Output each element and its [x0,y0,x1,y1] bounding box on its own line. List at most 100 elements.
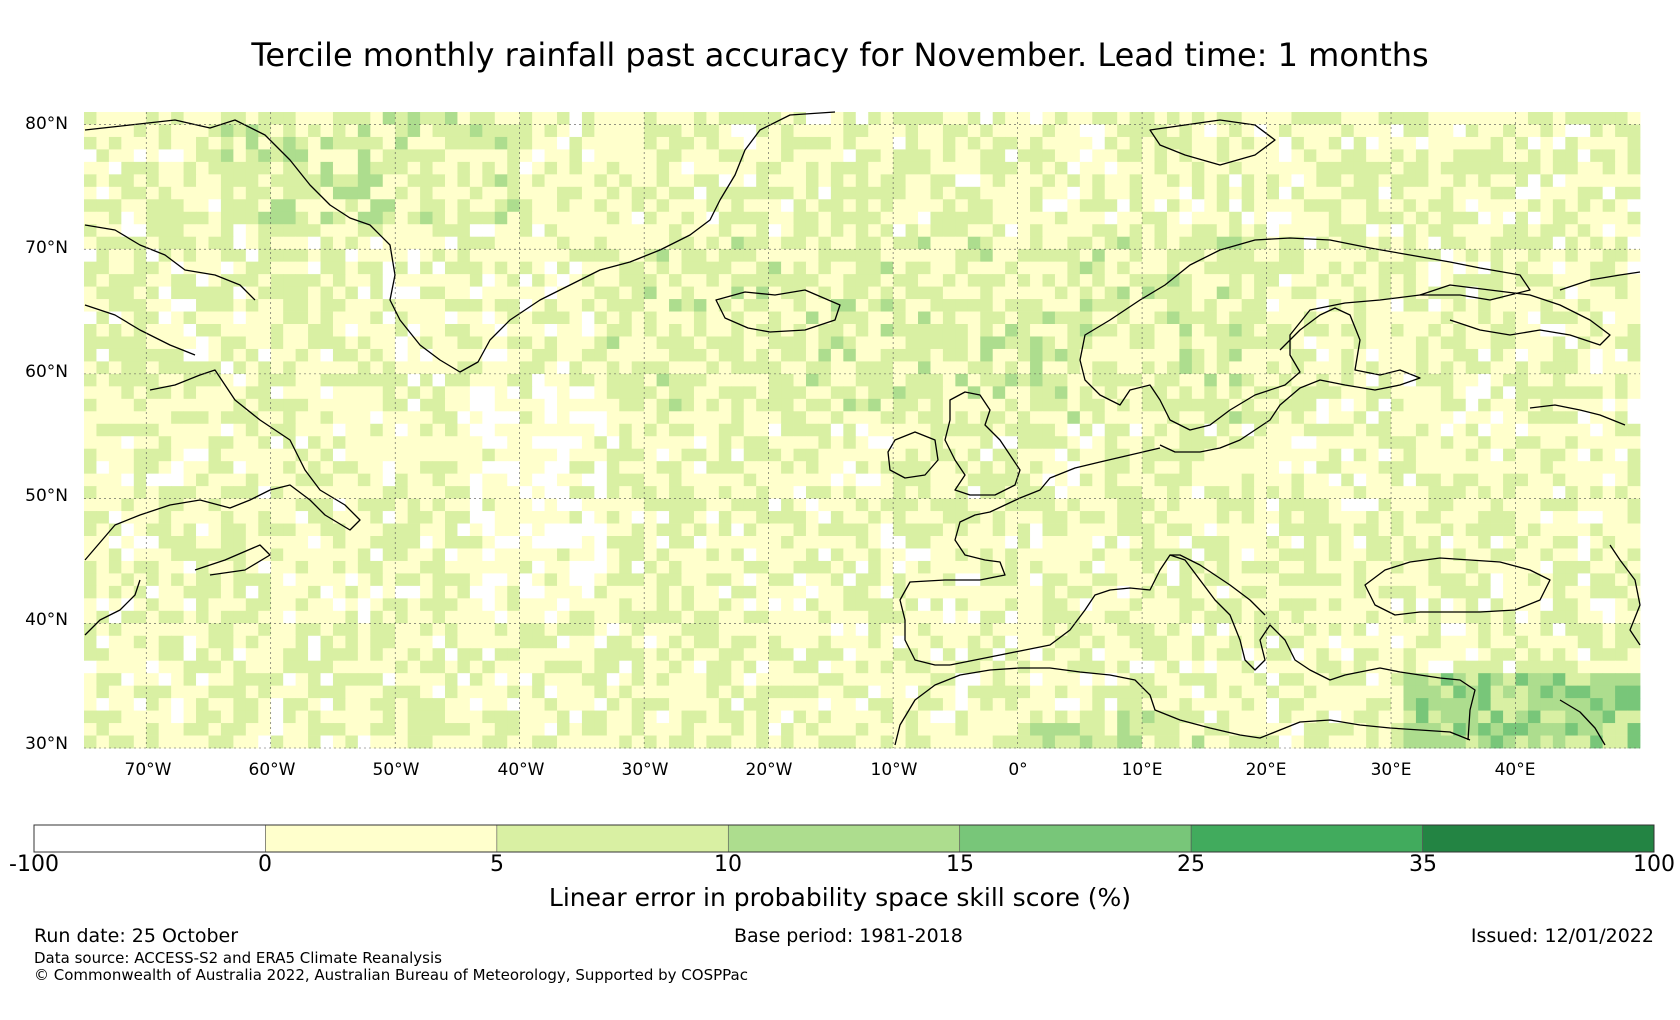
grid-cell [544,386,558,400]
grid-cell [918,112,931,125]
grid-cell [1478,373,1492,387]
grid-cell [743,486,757,499]
grid-cell [196,311,209,325]
grid-cell [1179,473,1193,487]
grid-cell [1428,149,1442,163]
grid-cell [793,112,807,125]
grid-cell [245,261,259,275]
grid-cell [656,536,670,549]
grid-cell [494,161,508,175]
grid-cell [1565,274,1579,287]
grid-cell [631,249,645,263]
grid-cell [743,124,757,138]
grid-cell [606,174,620,188]
grid-cell [868,411,882,425]
grid-cell [444,598,458,612]
grid-cell [370,423,384,437]
grid-cell [581,261,595,275]
grid-cell [756,286,770,300]
grid-cell [1042,598,1056,612]
grid-cell [1154,174,1168,188]
grid-cell [1079,386,1093,400]
grid-cell [407,560,421,574]
grid-cell [1005,486,1018,499]
grid-cell [1577,261,1591,275]
grid-cell [1453,186,1467,200]
grid-cell [382,386,396,400]
grid-cell [308,199,321,213]
grid-cell [918,211,931,225]
grid-cell [1054,261,1068,275]
grid-cell [1279,423,1292,437]
grid-cell [731,598,745,612]
grid-cell [382,336,396,350]
grid-cell [1142,361,1155,375]
grid-cell [1154,149,1168,163]
grid-cell [1366,585,1379,599]
grid-cell [407,436,421,450]
grid-cell [1079,112,1093,125]
grid-cell [1615,236,1628,250]
grid-cell [1005,224,1018,238]
grid-cell [1291,311,1305,325]
grid-cell [444,149,458,163]
grid-cell [942,274,956,287]
grid-cell [681,274,695,287]
grid-cell [1005,161,1018,175]
grid-cell [1403,348,1417,362]
grid-cell [905,236,919,250]
grid-cell [1092,211,1106,225]
grid-cell [1590,448,1604,462]
grid-cell [1154,411,1168,425]
grid-cell [1254,274,1267,287]
grid-cell [843,112,857,125]
grid-cell [793,249,807,263]
grid-cell [295,411,309,425]
grid-cell [357,274,371,287]
grid-cell [1366,436,1379,450]
grid-cell [444,211,458,225]
grid-cell [532,536,545,549]
grid-cell [482,286,496,300]
grid-cell [1378,423,1392,437]
grid-cell [619,486,633,499]
grid-cell [1316,199,1330,213]
grid-cell [444,236,458,250]
grid-cell [320,386,334,400]
grid-cell [1303,560,1317,574]
grid-cell [444,423,458,437]
grid-cell [1391,448,1404,462]
grid-cell [743,511,757,524]
grid-cell [1291,112,1305,125]
grid-cell [233,174,247,188]
grid-cell [644,486,658,499]
grid-cell [706,149,720,163]
grid-cell [382,112,396,125]
grid-cell [868,423,882,437]
grid-cell [519,560,533,574]
grid-cell [669,411,682,425]
grid-cell [1017,274,1031,287]
grid-cell [1117,423,1131,437]
grid-cell [432,261,446,275]
grid-cell [631,398,645,412]
grid-cell [482,560,496,574]
grid-cell [158,186,172,200]
grid-cell [1577,448,1591,462]
grid-cell [1353,348,1367,362]
grid-cell [868,373,882,387]
grid-cell [905,136,919,150]
grid-cell [258,548,272,562]
grid-cell [1465,124,1479,138]
grid-cell [619,448,633,462]
grid-cell [955,348,969,362]
grid-cell [656,573,670,587]
grid-cell [793,186,807,200]
grid-cell [569,523,583,537]
grid-cell [121,199,135,213]
grid-cell [457,461,471,475]
grid-cell [942,236,956,250]
grid-cell [532,585,545,599]
grid-cell [395,124,409,138]
grid-cell [519,573,533,587]
